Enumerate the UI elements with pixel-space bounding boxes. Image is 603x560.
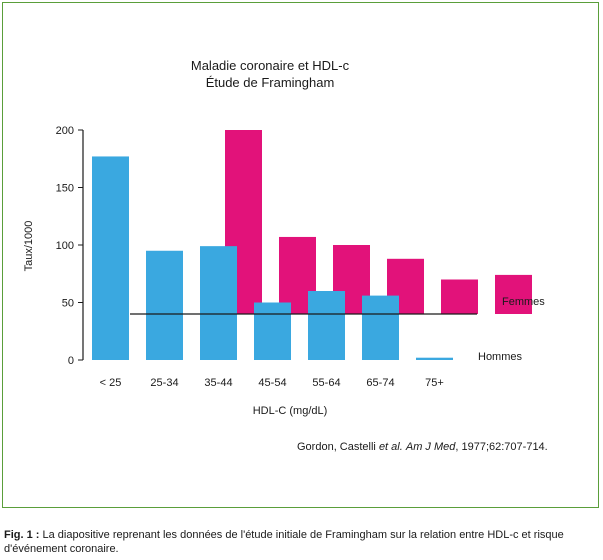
femmes-bar-7 [495, 274, 532, 314]
chart-title: Maladie coronaire et HDL-c [190, 58, 350, 73]
femmes-bar-6 [441, 279, 478, 314]
y-tick-label: 150 [56, 183, 74, 195]
legend-femmes: Femmes [502, 296, 545, 308]
source-journal: Am J Med [405, 441, 456, 453]
x-category-label: < 25 [100, 377, 122, 389]
y-tick-label: 50 [62, 298, 74, 310]
hommes-bar-4 [254, 302, 291, 360]
x-category-label: 25-34 [150, 377, 178, 389]
hommes-bar-1 [92, 156, 129, 360]
bar-chart: 0 50 100 150 200 < 25 25-34 35-44 45-54 55-64 65-7… [23, 125, 545, 417]
hommes-bar-5 [308, 291, 345, 360]
x-category-label: 75+ [425, 377, 444, 389]
x-category-label: 65-74 [366, 377, 394, 389]
y-axis-label: Taux/1000 [23, 221, 35, 272]
x-category-label: 45-54 [258, 377, 286, 389]
caption-label: Fig. 1 : [4, 529, 40, 541]
chart-subtitle: Étude de Framingham [205, 75, 335, 90]
source-authors: Gordon, Castelli [297, 441, 379, 453]
x-axis-label: HDL-C (mg/dL) [253, 405, 328, 417]
hommes-bar-6 [362, 295, 399, 360]
legend-hommes: Hommes [478, 351, 523, 363]
x-category-label: 35-44 [204, 377, 232, 389]
hommes-bar-2 [146, 250, 183, 360]
y-tick-label: 100 [56, 240, 74, 252]
y-tick-label: 200 [56, 125, 74, 137]
source-suffix: , 1977;62:707-714. [455, 441, 548, 453]
hommes-bar-3 [200, 246, 237, 360]
caption-text: La diapositive reprenant les données de … [4, 529, 564, 555]
hommes-bar-7 [416, 357, 453, 360]
figure-caption: Fig. 1 : La diapositive reprenant les do… [4, 528, 600, 556]
source-citation: Gordon, Castelli et al. Am J Med, 1977;6… [297, 441, 548, 453]
source-et-al: et al. [378, 441, 403, 453]
y-tick-label: 0 [68, 355, 74, 367]
x-category-label: 55-64 [312, 377, 340, 389]
